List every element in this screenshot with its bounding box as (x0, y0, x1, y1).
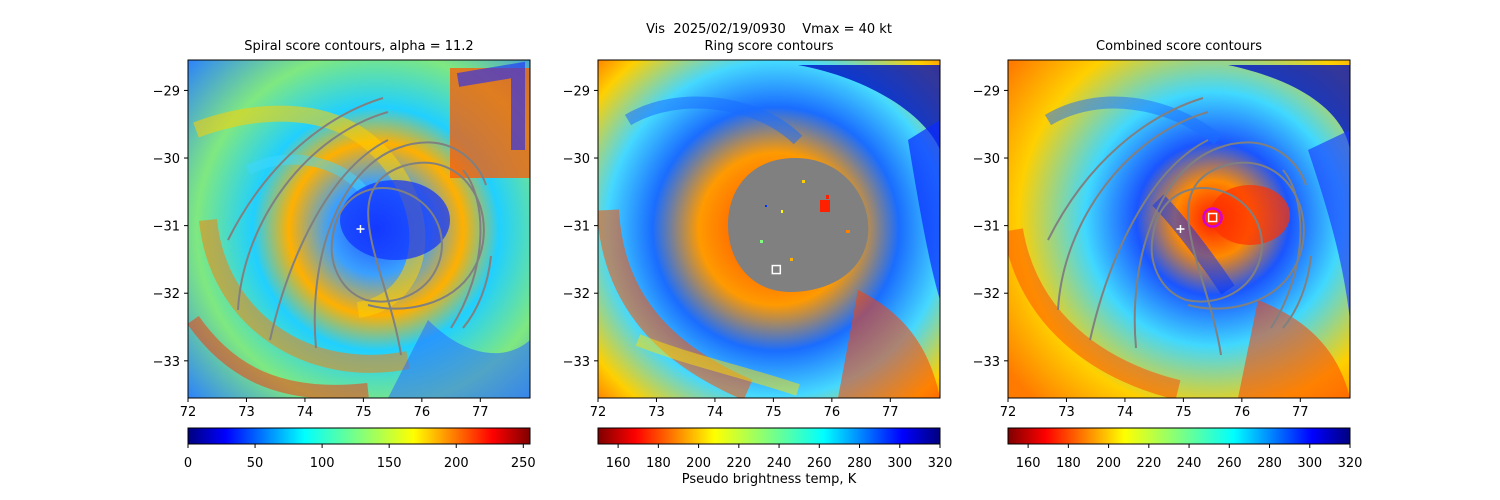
y-tick-label: −30 (153, 152, 180, 167)
y-tick-label: −30 (563, 152, 590, 167)
y-tick-label: −30 (973, 152, 1000, 167)
combined-center-plus-marker (1176, 225, 1185, 233)
x-tick-label: 75 (765, 405, 782, 420)
colorbar-tick-label: 260 (807, 456, 832, 471)
y-tick-label: −33 (153, 355, 180, 370)
spiral-center-plus-marker (356, 225, 365, 233)
colorbar-tick-label: 200 (1096, 456, 1121, 471)
combined-core-region (1210, 185, 1290, 245)
colorbar-tick-label: 240 (767, 456, 792, 471)
x-tick-label: 75 (1175, 405, 1192, 420)
colorbar-tick-label: 320 (928, 456, 953, 471)
ring-center-square-marker (771, 264, 782, 275)
combined-center-circle-marker (1202, 207, 1223, 228)
panel-title-ring: Ring score contours (704, 39, 834, 54)
colorbar-tick-label: 180 (1056, 456, 1081, 471)
x-tick-label: 74 (707, 405, 724, 420)
colorbar-tick-label: 200 (444, 456, 469, 471)
colorbar-tick-label: 180 (646, 456, 671, 471)
y-tick-label: −31 (153, 220, 180, 235)
panel-combined-frame (1007, 59, 1351, 399)
panel-spiral-frame (187, 59, 531, 399)
x-tick-label: 76 (824, 405, 841, 420)
colorbar-tick-label: 150 (377, 456, 402, 471)
x-tick-label: 76 (1234, 405, 1251, 420)
y-tick-label: −32 (973, 287, 1000, 302)
colorbar-tick-label: 220 (726, 456, 751, 471)
colorbar-tick-label: 250 (511, 456, 536, 471)
combined-center-square-marker (1207, 212, 1218, 223)
generated-axes-and-markers: 72 73 74 75 76 77 −29 −30 −31 −32 −33 0 50 100 150 200 2… (153, 84, 1363, 471)
x-tick-label: 74 (297, 405, 314, 420)
colorbar-tick-label: 240 (1177, 456, 1202, 471)
y-tick-label: −32 (563, 287, 590, 302)
panel-title-combined: Combined score contours (1096, 39, 1262, 54)
colorbar-tick-label: 200 (686, 456, 711, 471)
colorbar-tick-label: 160 (1016, 456, 1041, 471)
colorbar-label: Pseudo brightness temp, K (681, 472, 857, 487)
colorbar-tick-label: 300 (887, 456, 912, 471)
x-tick-label: 75 (355, 405, 372, 420)
panel-ring-image (598, 60, 940, 398)
x-tick-label: 72 (590, 405, 607, 420)
x-tick-label: 72 (180, 405, 197, 420)
x-tick-label: 74 (1117, 405, 1134, 420)
colorbar-tick-label: 300 (1297, 456, 1322, 471)
colorbar-spiral (188, 428, 530, 444)
y-tick-label: −29 (153, 84, 180, 99)
colorbar-tick-label: 280 (1257, 456, 1282, 471)
figure-suptitle: Vis 2025/02/19/0930 Vmax = 40 kt (646, 22, 892, 37)
y-tick-label: −29 (973, 84, 1000, 99)
y-tick-label: −31 (563, 220, 590, 235)
colorbar-tick-label: 260 (1217, 456, 1242, 471)
colorbar-combined (1008, 428, 1350, 444)
ring-score-mask (728, 158, 869, 292)
colorbar-tick-label: 220 (1136, 456, 1161, 471)
colorbar-ring (598, 428, 940, 444)
colorbar-tick-label: 50 (247, 456, 264, 471)
x-tick-label: 73 (648, 405, 665, 420)
x-tick-label: 77 (472, 405, 489, 420)
x-tick-label: 77 (1292, 405, 1309, 420)
x-tick-label: 72 (1000, 405, 1017, 420)
colorbar-tick-label: 100 (310, 456, 335, 471)
x-tick-label: 73 (1058, 405, 1075, 420)
y-tick-label: −32 (153, 287, 180, 302)
y-tick-label: −33 (563, 355, 590, 370)
x-tick-label: 77 (882, 405, 899, 420)
x-tick-label: 73 (238, 405, 255, 420)
panel-spiral-image (188, 60, 530, 398)
y-tick-label: −33 (973, 355, 1000, 370)
colorbar-tick-label: 320 (1338, 456, 1363, 471)
y-tick-label: −31 (973, 220, 1000, 235)
colorbar-tick-label: 0 (184, 456, 192, 471)
ring-score-speckles (760, 180, 850, 261)
spiral-eye-region (340, 180, 450, 260)
y-tick-label: −29 (563, 84, 590, 99)
colorbar-tick-label: 280 (847, 456, 872, 471)
x-tick-label: 76 (414, 405, 431, 420)
panel-title-spiral: Spiral score contours, alpha = 11.2 (244, 39, 474, 54)
colorbar-tick-label: 160 (606, 456, 631, 471)
panel-ring-frame (597, 59, 941, 399)
